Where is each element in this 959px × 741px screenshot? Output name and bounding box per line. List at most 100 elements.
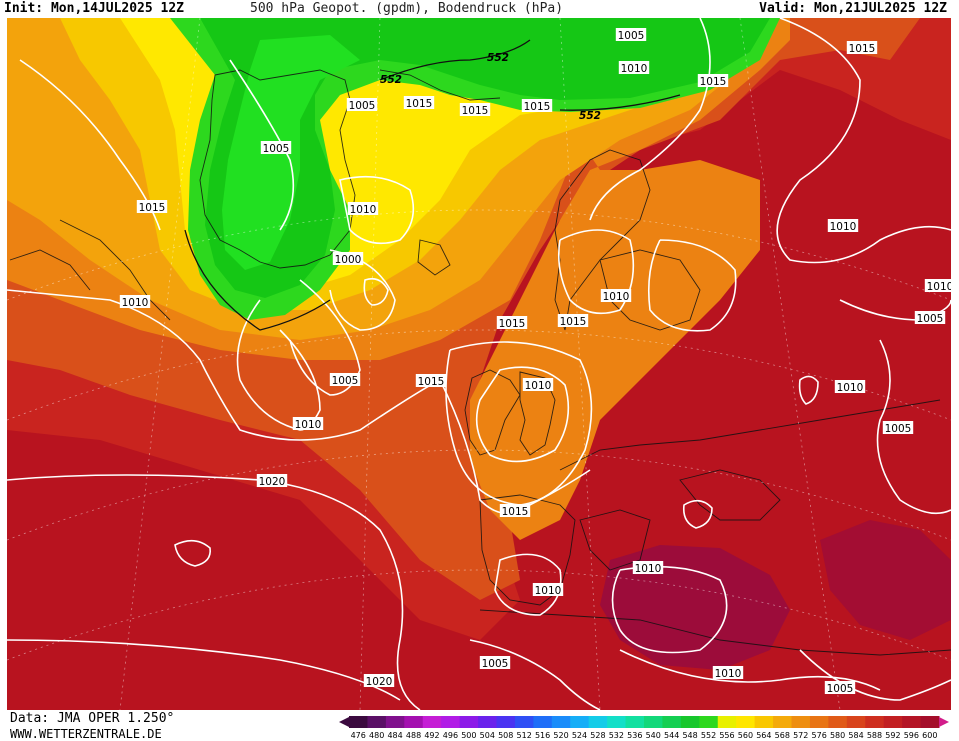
scale-swatch: [367, 716, 387, 728]
isobar-label-bg: [600, 289, 632, 302]
isobar-label-bg: [479, 656, 511, 669]
isobar-label-bg: [522, 378, 554, 391]
isobar-label-bg: [557, 314, 589, 327]
scale-tick-label: 504: [480, 731, 495, 740]
map-canvas: 1005 1010 1015 552 552 552 1005 1015 1015 1015 100…: [7, 18, 951, 710]
isobar-1010-med: [611, 565, 728, 654]
isobar-label-bg: [697, 74, 729, 87]
scale-tick-label: 588: [867, 731, 882, 740]
isobar-label-bg: [415, 374, 447, 387]
heat-core-east: [820, 520, 951, 640]
isobar-small-ring-4: [363, 277, 389, 306]
scale-arrow-high: [939, 717, 949, 727]
scale-tick-label: 564: [756, 731, 771, 740]
isobar-label: 1010: [715, 668, 742, 680]
isobar-label-bg: [496, 316, 528, 329]
scale-tick-label: 508: [498, 731, 513, 740]
scale-swatch: [607, 716, 627, 728]
isobar-label: 1010: [635, 563, 662, 575]
isobar-1015-ne2: [776, 18, 951, 264]
isobar-label: 1000: [335, 254, 362, 266]
scale-tick-label: 560: [738, 731, 753, 740]
isobar-label: 1010: [122, 297, 149, 309]
isobar-label: 1010: [830, 221, 857, 233]
isobar-1005-se: [799, 649, 951, 701]
isobar-label: 1020: [259, 476, 286, 488]
isobar-label: 1005: [827, 683, 854, 695]
scale-swatch: [662, 716, 682, 728]
scale-swatch: [478, 716, 497, 728]
isobar-label: 1010: [535, 585, 562, 597]
isobar-1015-northeast: [589, 18, 711, 221]
scale-tick-label: 592: [885, 731, 900, 740]
scale-tick-label: 496: [443, 731, 458, 740]
isobar-label-bg: [363, 674, 395, 687]
map-header: Init: Mon,14JUL2025 12Z 500 hPa Geopot. …: [0, 0, 959, 18]
isobar-label: 1010: [525, 380, 552, 392]
isobar-label: 1010: [603, 291, 630, 303]
isobar-1020-sw: [7, 474, 421, 710]
isobar-label-bg: [834, 380, 866, 393]
isobar-label-bg: [632, 561, 664, 574]
isobar-label: 1010: [295, 419, 322, 431]
init-time-label: Init: Mon,14JUL2025 12Z: [4, 1, 185, 16]
isobar-label-bg: [119, 295, 151, 308]
geopotential-label: 552: [380, 74, 402, 86]
isobar-label: 1015: [524, 101, 551, 113]
isobar-label: 1005: [332, 375, 359, 387]
isobar-label-bg: [882, 421, 914, 434]
scale-tick-label: 524: [572, 731, 587, 740]
scale-tick-label: 516: [535, 731, 550, 740]
isobar-label: 1020: [366, 676, 393, 688]
valid-time-label: Valid: Mon,21JUL2025 12Z: [759, 1, 947, 16]
scale-swatch: [625, 716, 645, 728]
scale-swatch: [385, 716, 405, 728]
scale-swatch: [791, 716, 811, 728]
isobar-label-bg: [521, 99, 553, 112]
scale-tick-label: 572: [793, 731, 808, 740]
isobar-label: 1005: [349, 100, 376, 112]
scale-swatch: [717, 716, 737, 728]
isobar-label-bg: [712, 666, 744, 679]
scale-swatch: [404, 716, 424, 728]
scale-tick-label: 552: [701, 731, 716, 740]
scale-swatch: [551, 716, 571, 728]
isobar-label: 1005: [618, 30, 645, 42]
isobar-label: 1010: [621, 63, 648, 75]
isobar-label-bg: [256, 474, 288, 487]
graticule: [7, 18, 951, 710]
color-scale-legend: 476 480 484 488 492 496 500 504 508 512 516 520 524 5…: [339, 716, 949, 740]
isobar-label: 1015: [849, 43, 876, 55]
scale-tick-label: 556: [719, 731, 734, 740]
isobar-label-bg: [346, 98, 378, 111]
isobar-label-bg: [924, 279, 951, 292]
map-title: 500 hPa Geopot. (gpdm), Bodendruck (hPa): [250, 1, 564, 16]
band-green: [200, 18, 770, 298]
scale-swatch: [533, 716, 553, 728]
scale-swatch: [422, 716, 442, 728]
isobar-label-bg: [827, 219, 859, 232]
scale-swatch: [680, 716, 700, 728]
isobar-1005-east: [876, 339, 951, 515]
scale-tick-label: 580: [830, 731, 845, 740]
isobar-label: 1015: [502, 506, 529, 518]
isobar-label-bg: [914, 311, 946, 324]
scale-swatch: [570, 716, 590, 728]
scale-tick-label: 520: [553, 731, 568, 740]
isobar-label: 1010: [837, 382, 864, 394]
isobar-label: 1005: [263, 143, 290, 155]
isobar-label: 1005: [482, 658, 509, 670]
scale-swatch: [736, 716, 756, 728]
scale-swatch: [920, 716, 940, 728]
isobar-1005-greenland: [229, 59, 295, 231]
geopotential-contour: [184, 39, 681, 331]
scale-swatch: [902, 716, 922, 728]
isobar-small-ring-3: [798, 375, 819, 405]
scale-swatch: [883, 716, 903, 728]
isobar-label-bg: [846, 41, 878, 54]
isobar-label-bg: [618, 61, 650, 74]
isobar-label: 1015: [700, 76, 727, 88]
isobar-1005-africa: [469, 639, 601, 710]
isobar-small-ring-1: [174, 539, 212, 567]
isobars: [7, 18, 951, 710]
